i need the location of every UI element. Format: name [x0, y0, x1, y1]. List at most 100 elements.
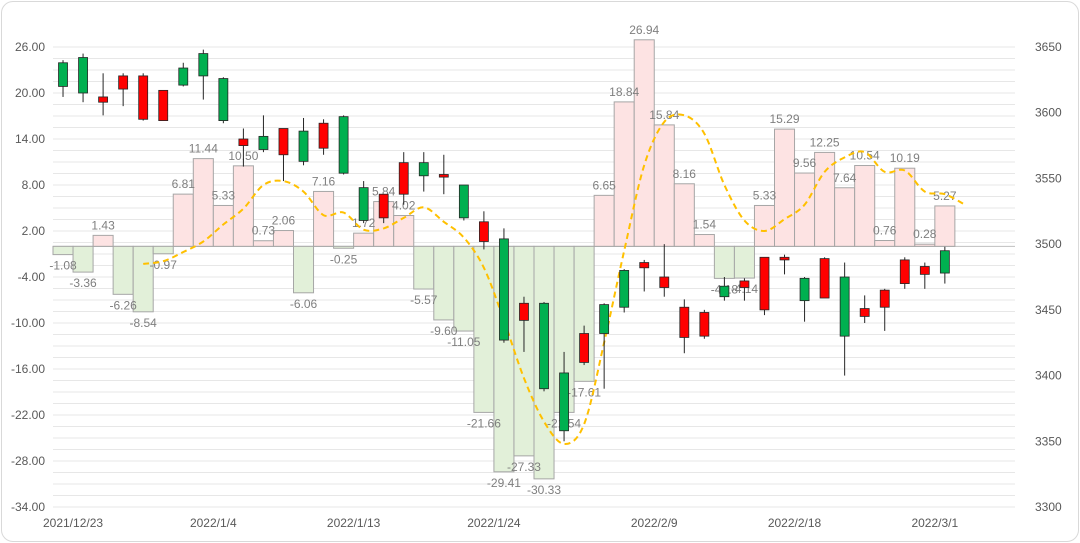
candle [98, 73, 109, 116]
bar [333, 245, 355, 249]
candle [679, 299, 690, 354]
candle [278, 128, 289, 182]
bar-label: -29.41 [487, 476, 521, 490]
candle-body [939, 250, 950, 274]
candle [78, 53, 88, 103]
candle-body [198, 53, 209, 77]
bar-label: -0.25 [330, 252, 358, 266]
bar-label: 10.19 [890, 151, 920, 165]
candle [238, 128, 249, 167]
bar [834, 187, 856, 247]
bar [252, 240, 274, 247]
candle-body [819, 258, 830, 299]
left-tick-label: -22.00 [11, 408, 45, 422]
left-tick-label: -16.00 [11, 362, 45, 376]
bar-label: -8.54 [130, 316, 158, 330]
candle-body [899, 259, 910, 284]
x-axis: 2021/12/23 2022/1/4 2022/1/13 2022/1/24 2022… [43, 516, 959, 530]
bar [172, 193, 194, 247]
moving-average-line [143, 113, 966, 445]
left-tick-label: -10.00 [11, 316, 45, 330]
right-tick-label: 3450 [1035, 303, 1062, 317]
candle-body [358, 187, 369, 221]
x-tick-label: 2021/12/23 [43, 516, 103, 530]
candle [58, 60, 68, 97]
bar [52, 245, 74, 256]
bar [112, 245, 134, 295]
candle-body [238, 138, 249, 146]
bar-label: -21.66 [467, 416, 501, 430]
bar [272, 230, 295, 247]
bar-label: -6.06 [290, 297, 318, 311]
candle-body [438, 174, 449, 178]
left-tick-label: -34.00 [11, 500, 45, 514]
bar-label: -3.36 [69, 276, 97, 290]
bar-label: 15.29 [770, 112, 800, 126]
bar [473, 245, 495, 413]
left-tick-label: 8.00 [22, 178, 46, 192]
ma-line [143, 113, 966, 445]
right-tick-label: 3400 [1035, 369, 1062, 383]
candle [118, 73, 129, 107]
candle-body [158, 89, 169, 122]
candle [939, 246, 950, 284]
candle-body [78, 57, 88, 94]
candle-body [499, 238, 509, 341]
bar [854, 165, 876, 247]
candle-body [559, 372, 569, 432]
bar [693, 234, 715, 247]
bar-label: -17.61 [567, 385, 601, 399]
candle [258, 115, 269, 153]
right-tick-label: 3650 [1035, 40, 1062, 54]
bar [192, 158, 214, 247]
candle [659, 244, 670, 297]
candle-body [519, 302, 529, 321]
right-tick-label: 3350 [1035, 434, 1062, 448]
bar-label: 6.81 [172, 177, 196, 191]
bar [353, 232, 375, 247]
bar [814, 151, 836, 247]
bar-label: 0.28 [913, 227, 937, 241]
bar-label: 9.56 [793, 156, 817, 170]
candle-body [859, 308, 870, 317]
candle [579, 325, 590, 366]
bar-label: 12.25 [810, 135, 840, 149]
bar [393, 215, 415, 247]
bar [874, 240, 896, 247]
candle [178, 62, 189, 87]
left-tick-label: 20.00 [15, 86, 45, 100]
candle-body [639, 262, 650, 269]
candle [599, 303, 610, 389]
bar-label: 26.94 [629, 23, 659, 37]
candle-body [799, 277, 810, 302]
candle [198, 49, 209, 100]
candle [378, 193, 389, 224]
x-tick-label: 2022/3/1 [911, 516, 958, 530]
bar [293, 245, 315, 294]
candle [158, 89, 169, 122]
candle-body [418, 162, 429, 177]
left-tick-label: 14.00 [15, 132, 45, 146]
candle [418, 152, 429, 192]
bar-label: 8.16 [673, 167, 697, 181]
candle-body [58, 62, 68, 87]
bar [573, 245, 595, 382]
bar-label: 4.02 [392, 199, 416, 213]
candle-body [539, 302, 549, 390]
candle-body [679, 306, 690, 338]
x-tick-label: 2022/2/18 [768, 516, 822, 530]
bar [914, 243, 936, 247]
candle-body [659, 276, 670, 288]
bar-label: 10.54 [850, 149, 880, 163]
bar-label: -1.08 [49, 259, 77, 273]
bar [774, 128, 796, 247]
candle [438, 154, 449, 195]
candle [298, 117, 309, 166]
left-tick-label: 26.00 [15, 40, 45, 54]
bar [733, 245, 755, 279]
bar-label: -30.33 [527, 483, 561, 497]
bar [794, 172, 816, 247]
candle-body [579, 333, 590, 363]
bar-label: 5.33 [753, 188, 777, 202]
candle-body [458, 184, 469, 219]
